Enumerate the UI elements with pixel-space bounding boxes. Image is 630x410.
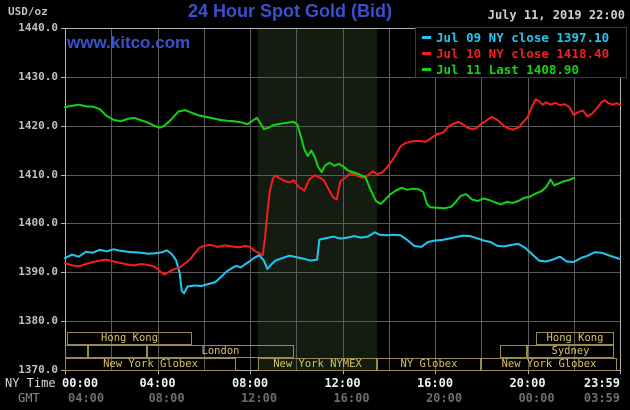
legend: Jul 09 NY close 1397.10 Jul 10 NY close 1… <box>415 27 627 78</box>
legend-dash <box>422 51 431 55</box>
session-box <box>500 345 527 358</box>
gmt-tick-label: 16:00 <box>333 391 370 405</box>
legend-dash <box>422 35 431 39</box>
ny-time-tick-label: 04:00 <box>139 376 176 390</box>
kitco-watermark-link[interactable]: www.kitco.com <box>67 33 191 52</box>
ny-time-tick-label: 23:59 <box>583 376 620 390</box>
y-axis-label: 1420.0 <box>18 118 58 132</box>
legend-label: Jul 11 Last 1408.90 <box>436 62 579 77</box>
gmt-tick-label: 00:00 <box>518 391 555 405</box>
legend-item: Jul 10 NY close 1418.40 <box>416 46 626 62</box>
session-hong-kong: Hong Kong <box>536 332 614 345</box>
ny-time-tick-label: 00:00 <box>62 376 99 390</box>
legend-label: Jul 10 NY close 1418.40 <box>436 46 610 61</box>
ny-time-axis-label: NY Time <box>5 376 56 390</box>
series-jul11-line <box>64 103 575 210</box>
gmt-tick-label: 12:00 <box>240 391 278 405</box>
session-hong-kong: Hong Kong <box>67 332 192 345</box>
series-jul09-line <box>64 231 621 295</box>
y-axis-label: 1410.0 <box>18 167 58 181</box>
nymex-session-band <box>257 28 378 370</box>
session-new-york-nymex: New York NYMEX <box>258 358 377 371</box>
series-jul10-line <box>64 98 621 276</box>
gmt-tick-label: 20:00 <box>425 391 463 405</box>
gmt-tick-label: 03:59 <box>583 391 620 405</box>
chart-title: 24 Hour Spot Gold (Bid) <box>188 1 392 21</box>
y-axis-label: 1370.0 <box>18 363 58 376</box>
gmt-tick-label: 08:00 <box>148 391 185 405</box>
session-box <box>88 345 147 358</box>
session-new-york-globex: New York Globex <box>481 358 617 371</box>
y-axis-label: 1400.0 <box>18 216 58 230</box>
chart-datetime: July 11, 2019 22:00 <box>487 8 625 22</box>
ny-time-tick-label: 16:00 <box>416 376 454 390</box>
y-axis-label: 1440.0 <box>18 21 58 34</box>
ny-time-tick-label: 20:00 <box>509 376 546 390</box>
session-box <box>65 345 88 358</box>
gmt-tick-label: 04:00 <box>68 391 105 405</box>
y-axis-label: 1380.0 <box>18 314 58 328</box>
session-london: London <box>147 345 294 358</box>
gmt-axis-label: GMT <box>18 391 40 405</box>
y-axis-label: 1430.0 <box>18 69 58 83</box>
legend-item: Jul 09 NY close 1397.10 <box>416 30 626 46</box>
legend-label: Jul 09 NY close 1397.10 <box>436 30 610 45</box>
legend-dash <box>422 67 431 71</box>
ny-time-tick-label: 08:00 <box>231 376 269 390</box>
ny-time-tick-label: 12:00 <box>324 376 361 390</box>
y-axis-units-label: USD/oz <box>8 5 48 18</box>
y-axis-label: 1390.0 <box>18 265 58 279</box>
session-new-york-globex: New York Globex <box>65 358 236 371</box>
session-sydney: Sydney <box>527 345 614 358</box>
legend-item: Jul 11 Last 1408.90 <box>416 62 626 78</box>
session-ny-globex: NY Globex <box>377 358 481 371</box>
